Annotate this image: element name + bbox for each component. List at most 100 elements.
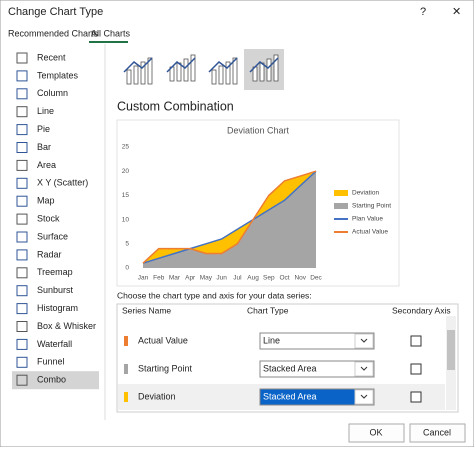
series-color bbox=[124, 364, 128, 374]
line bbox=[142, 170, 317, 264]
chart-type-icon bbox=[16, 88, 28, 100]
chart-type-icon bbox=[16, 213, 28, 225]
x-tick-label: Oct bbox=[279, 275, 289, 282]
chart-type-icon bbox=[16, 195, 28, 207]
glyph-line bbox=[166, 57, 196, 73]
chart-type-icon bbox=[16, 52, 28, 64]
series-name: Deviation bbox=[138, 391, 176, 401]
legend-label: Actual Value bbox=[352, 229, 388, 236]
chart-type-item[interactable]: Stock bbox=[37, 213, 60, 223]
chart-type-item[interactable]: Treemap bbox=[37, 267, 73, 277]
glyph-bar bbox=[259, 62, 265, 82]
legend-label: Deviation bbox=[352, 190, 379, 197]
legend-label: Plan Value bbox=[352, 216, 383, 223]
chart-type-item[interactable]: Radar bbox=[37, 249, 62, 259]
dropdown-arrow[interactable] bbox=[354, 333, 374, 349]
chart-type-item[interactable]: Recent bbox=[37, 52, 66, 62]
series-name: Starting Point bbox=[138, 363, 193, 373]
chart-type-dropdown[interactable] bbox=[259, 360, 375, 378]
column-header: Chart Type bbox=[247, 305, 289, 315]
glyph-bar bbox=[232, 57, 238, 85]
tab[interactable]: Recommended Charts bbox=[8, 28, 99, 38]
glyph-bar bbox=[211, 69, 217, 85]
legend-key bbox=[334, 190, 348, 196]
chart-type-item[interactable]: Pie bbox=[37, 124, 50, 134]
glyph-bar bbox=[273, 54, 279, 82]
cancel-label: Cancel bbox=[423, 427, 451, 437]
x-tick-label: Dec bbox=[310, 275, 322, 282]
chart-type-item[interactable]: Bar bbox=[37, 142, 51, 152]
chart-type-icon bbox=[16, 106, 28, 118]
chart-type-item[interactable]: Histogram bbox=[37, 303, 78, 313]
chart-type-item[interactable]: Funnel bbox=[37, 357, 65, 367]
chart-type-item[interactable]: Line bbox=[37, 106, 54, 116]
secondary-axis-checkbox[interactable] bbox=[410, 335, 422, 347]
arrow-glyph bbox=[360, 366, 368, 371]
chart-type-icon bbox=[16, 177, 28, 189]
x-tick-label: Jan bbox=[138, 275, 149, 282]
close-button[interactable]: ✕ bbox=[452, 6, 461, 18]
x-tick-label: Jul bbox=[233, 275, 242, 282]
secondary-axis-checkbox[interactable] bbox=[410, 363, 422, 375]
chart-type-value: Stacked Area bbox=[263, 363, 317, 373]
y-tick-label: 5 bbox=[125, 241, 129, 248]
glyph-bar bbox=[176, 62, 182, 82]
line bbox=[142, 170, 317, 264]
chart-type-item[interactable]: Combo bbox=[37, 375, 66, 385]
series-prompt: Choose the chart type and axis for your … bbox=[117, 290, 312, 300]
scroll-thumb[interactable] bbox=[447, 330, 455, 370]
legend-key bbox=[334, 203, 348, 209]
glyph-bar bbox=[225, 61, 231, 85]
x-tick-label: Apr bbox=[185, 275, 196, 282]
y-tick-label: 20 bbox=[122, 168, 130, 175]
x-tick-label: Sep bbox=[263, 275, 275, 282]
x-tick-label: Feb bbox=[153, 275, 165, 282]
help-button[interactable]: ? bbox=[420, 6, 426, 18]
glyph-bar bbox=[183, 58, 189, 82]
chart-type-item[interactable]: Box & Whisker bbox=[37, 321, 96, 331]
glyph-bar bbox=[266, 58, 272, 82]
glyph-line bbox=[123, 57, 153, 73]
column-header: Series Name bbox=[122, 305, 171, 315]
legend-label: Starting Point bbox=[352, 203, 391, 210]
chart-type-item[interactable]: Sunburst bbox=[37, 285, 74, 295]
glyph-line bbox=[249, 57, 279, 73]
chart-type-icon bbox=[16, 124, 28, 136]
preview-title: Deviation Chart bbox=[227, 125, 290, 135]
chart-type-value: Stacked Area bbox=[263, 391, 317, 401]
y-tick-label: 0 bbox=[125, 265, 129, 272]
chart-type-icon bbox=[16, 356, 28, 368]
x-tick-label: Aug bbox=[247, 275, 259, 282]
chart-type-item[interactable]: Column bbox=[37, 88, 68, 98]
arrow-glyph bbox=[360, 338, 368, 343]
chart-type-icon bbox=[16, 231, 28, 243]
chart-type-item[interactable]: Templates bbox=[37, 70, 79, 80]
chart-type-item[interactable]: Waterfall bbox=[37, 339, 72, 349]
chart-type-icon bbox=[16, 249, 28, 261]
chart-type-icon bbox=[16, 159, 28, 171]
arrow-glyph bbox=[360, 394, 368, 399]
ok-label: OK bbox=[369, 427, 382, 437]
secondary-axis-checkbox[interactable] bbox=[410, 391, 422, 403]
area bbox=[143, 171, 316, 264]
dropdown-arrow[interactable] bbox=[354, 361, 374, 377]
chart-type-dropdown[interactable] bbox=[259, 332, 375, 350]
cancel-button[interactable] bbox=[409, 423, 466, 443]
x-tick-label: Mar bbox=[169, 275, 181, 282]
chart-type-item[interactable]: Surface bbox=[37, 231, 68, 241]
chart-type-dropdown[interactable] bbox=[259, 388, 375, 406]
chart-type-icon bbox=[16, 338, 28, 350]
dropdown-arrow[interactable] bbox=[354, 389, 374, 405]
ok-button[interactable] bbox=[348, 423, 405, 443]
y-tick-label: 25 bbox=[122, 144, 130, 151]
chart-type-item[interactable]: X Y (Scatter) bbox=[37, 178, 88, 188]
chart-type-item[interactable]: Area bbox=[37, 160, 56, 170]
chart-type-icon bbox=[16, 142, 28, 153]
x-tick-label: Nov bbox=[294, 275, 306, 282]
x-tick-label: May bbox=[200, 275, 213, 282]
tab[interactable]: All Charts bbox=[91, 28, 131, 38]
glyph-bar bbox=[190, 54, 196, 82]
chart-type-item[interactable]: Map bbox=[37, 196, 55, 206]
column-header: Secondary Axis bbox=[392, 305, 451, 315]
